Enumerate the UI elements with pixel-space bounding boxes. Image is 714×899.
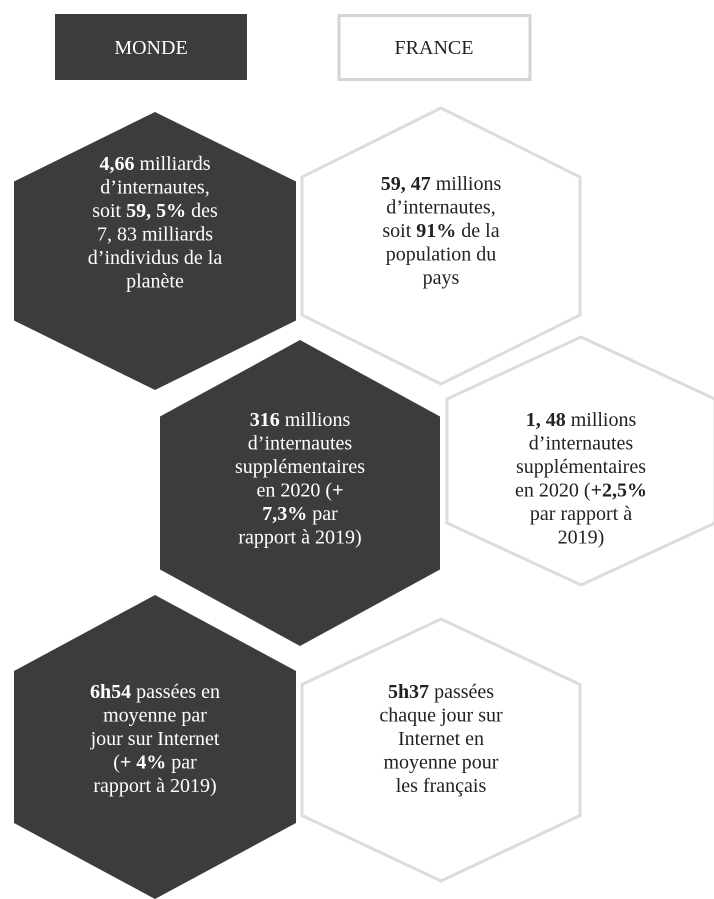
text-segment: moyenne pour bbox=[384, 752, 499, 774]
highlight: 4,66 bbox=[99, 153, 134, 175]
text-segment: 2019) bbox=[558, 527, 605, 549]
hexagon-line: planète bbox=[126, 271, 184, 293]
header: FRANCE bbox=[395, 37, 474, 59]
text-segment: soit bbox=[92, 200, 126, 222]
text-segment: des bbox=[186, 200, 218, 222]
hexagon-line: soit 91% de la bbox=[382, 220, 499, 242]
text-segment: supplémentaires bbox=[516, 456, 646, 478]
header: MONDE bbox=[114, 37, 187, 59]
text-segment: soit bbox=[382, 220, 416, 242]
hexagon-line: moyenne pour bbox=[384, 752, 499, 774]
hexagon bbox=[445, 335, 714, 587]
text-segment: d’internautes bbox=[529, 433, 634, 455]
highlight: +2,5% bbox=[591, 480, 647, 502]
highlight: 7,3% bbox=[262, 503, 307, 525]
text-segment: d’internautes bbox=[248, 433, 353, 455]
hexagon bbox=[14, 112, 296, 390]
hexagon-line: en 2020 (+ bbox=[257, 480, 344, 502]
text-segment: millions bbox=[566, 409, 637, 431]
hexagon bbox=[14, 595, 296, 899]
hexagon-line: d’individus de la bbox=[88, 247, 223, 269]
text-segment: 7, 83 milliards bbox=[97, 224, 213, 246]
text-segment: millions bbox=[431, 173, 502, 195]
highlight: 5h37 bbox=[388, 681, 429, 703]
hexagon-line: 59, 47 millions bbox=[381, 173, 502, 195]
text-segment: d’individus de la bbox=[88, 247, 223, 269]
hexagon-line: rapport à 2019) bbox=[93, 775, 216, 797]
text-segment: jour sur Internet bbox=[90, 728, 220, 750]
hexagon-line: en 2020 (+2,5% bbox=[515, 480, 647, 502]
hexagon-line: moyenne par bbox=[103, 705, 207, 727]
hexagon-line: 316 millions bbox=[250, 409, 351, 431]
hexagon-line: 5h37 passées bbox=[388, 681, 494, 703]
hexagon-line: par rapport à bbox=[530, 503, 632, 525]
hexagon-line: 2019) bbox=[558, 527, 605, 549]
hexagon-line: population du bbox=[386, 244, 497, 266]
text-segment: Internet en bbox=[398, 728, 484, 750]
text-segment: passées en bbox=[131, 681, 220, 703]
highlight: 59, 5% bbox=[126, 200, 186, 222]
hexagon-line: jour sur Internet bbox=[90, 728, 220, 750]
hexagon-line: d’internautes bbox=[529, 433, 634, 455]
text-segment: ( bbox=[113, 752, 120, 774]
text-segment: par rapport à bbox=[530, 503, 632, 525]
hexagon-line: 4,66 milliards bbox=[99, 153, 210, 175]
text-segment: planète bbox=[126, 271, 184, 293]
hexagon-line: d’internautes, bbox=[100, 177, 209, 199]
hexagon-line: les français bbox=[396, 775, 487, 797]
text-segment: population du bbox=[386, 244, 497, 266]
hexagon-line: Internet en bbox=[398, 728, 484, 750]
header-box bbox=[55, 14, 247, 80]
text-segment: rapport à 2019) bbox=[238, 527, 361, 549]
hexagon-line: pays bbox=[423, 267, 460, 289]
text-segment: rapport à 2019) bbox=[93, 775, 216, 797]
hexagon-line: soit 59, 5% des bbox=[92, 200, 218, 222]
hexagon-line: 7, 83 milliards bbox=[97, 224, 213, 246]
hexagon-line: supplémentaires bbox=[235, 456, 365, 478]
hexagon-line: d’internautes, bbox=[386, 197, 495, 219]
text-segment: d’internautes, bbox=[100, 177, 209, 199]
hexagon-line: 1, 48 millions bbox=[526, 409, 637, 431]
highlight: 316 bbox=[250, 409, 280, 431]
text-segment: en 2020 ( bbox=[515, 480, 591, 502]
hexagon bbox=[160, 340, 440, 646]
highlight: + bbox=[332, 480, 343, 502]
text-segment: millions bbox=[280, 409, 351, 431]
hexagon-line: 6h54 passées en bbox=[90, 681, 220, 703]
text-segment: moyenne par bbox=[103, 705, 207, 727]
text-segment: milliards bbox=[134, 153, 210, 175]
hexagon-line: (+ 4% par bbox=[113, 752, 197, 774]
header-box bbox=[337, 14, 532, 81]
text-segment: par bbox=[307, 503, 338, 525]
highlight: + 4% bbox=[120, 752, 166, 774]
highlight: 59, 47 bbox=[381, 173, 431, 195]
text-segment: supplémentaires bbox=[235, 456, 365, 478]
hexagon-line: d’internautes bbox=[248, 433, 353, 455]
text-segment: d’internautes, bbox=[386, 197, 495, 219]
text-segment: les français bbox=[396, 775, 487, 797]
hexagon bbox=[300, 617, 582, 883]
hexagon-line: supplémentaires bbox=[516, 456, 646, 478]
text-segment: en 2020 ( bbox=[257, 480, 333, 502]
highlight: 6h54 bbox=[90, 681, 131, 703]
hexagon-line: rapport à 2019) bbox=[238, 527, 361, 549]
hexagon-line: 7,3% par bbox=[262, 503, 338, 525]
text-segment: de la bbox=[456, 220, 499, 242]
text-segment: chaque jour sur bbox=[379, 705, 503, 727]
text-segment: par bbox=[166, 752, 197, 774]
highlight: 91% bbox=[416, 220, 456, 242]
highlight: 1, 48 bbox=[526, 409, 566, 431]
text-segment: passées bbox=[429, 681, 494, 703]
hexagon-line: chaque jour sur bbox=[379, 705, 503, 727]
hexagon bbox=[300, 106, 582, 386]
text-segment: pays bbox=[423, 267, 460, 289]
